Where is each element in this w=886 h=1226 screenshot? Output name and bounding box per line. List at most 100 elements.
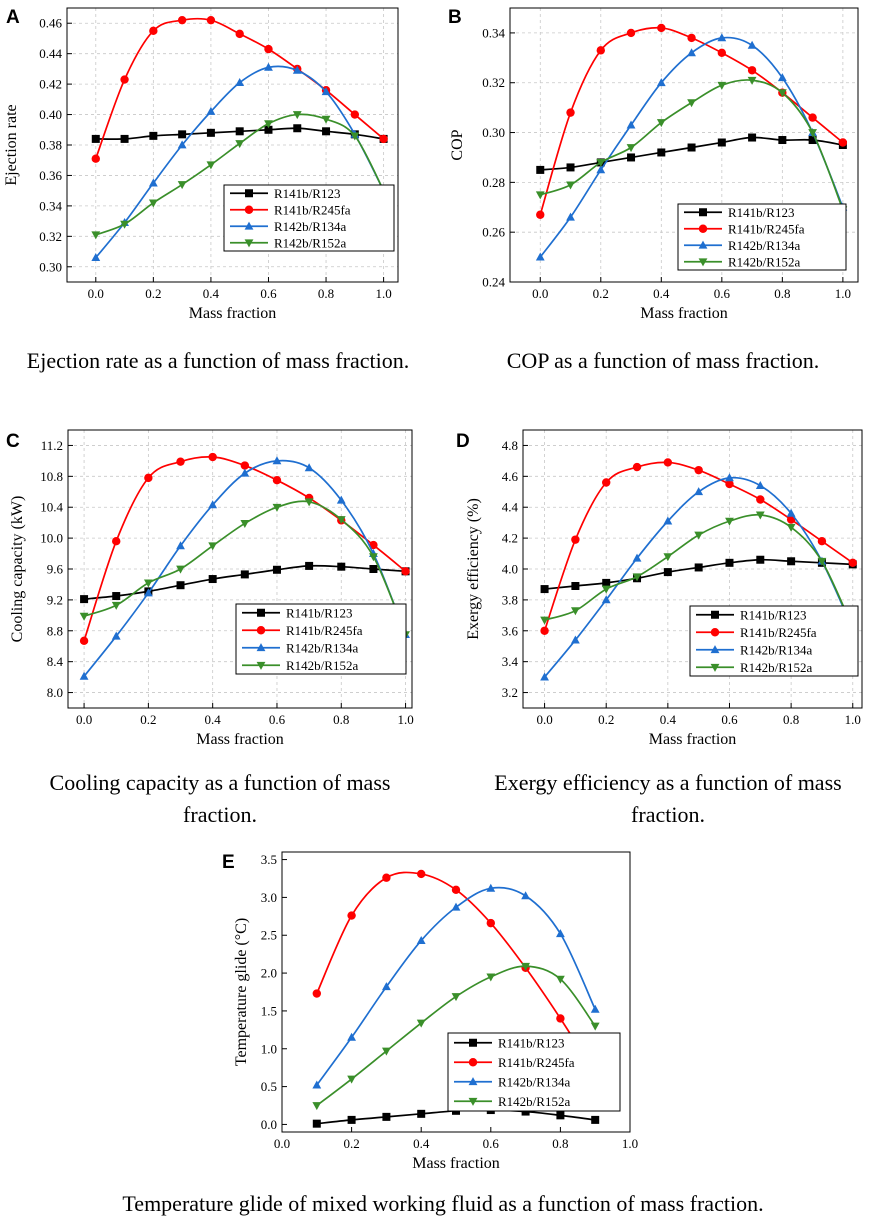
- data-point: [369, 540, 378, 550]
- x-tick-label: 1.0: [835, 286, 851, 301]
- data-point: [112, 537, 121, 546]
- data-point: [486, 918, 495, 928]
- legend-marker: [699, 208, 707, 217]
- series-r142b-r152a: [312, 962, 600, 1111]
- x-axis-label: Mass fraction: [649, 731, 737, 748]
- caption-c: Cooling capacity as a function of mass f…: [49, 770, 391, 827]
- data-point: [272, 565, 281, 574]
- series-r142b-r134a: [312, 883, 600, 1089]
- data-point: [590, 1022, 600, 1031]
- x-tick-label: 0.8: [552, 1136, 568, 1151]
- data-point: [264, 44, 273, 54]
- y-tick-label: 0.5: [261, 1079, 277, 1094]
- y-tick-label: 0.40: [39, 107, 62, 122]
- data-point: [304, 498, 314, 507]
- data-point: [382, 873, 391, 882]
- data-point: [486, 883, 496, 892]
- x-tick-label: 0.8: [318, 286, 334, 301]
- data-point: [602, 478, 611, 487]
- y-tick-label: 0.30: [39, 259, 62, 274]
- data-point: [321, 115, 331, 124]
- legend-marker: [256, 661, 266, 670]
- y-axis-label: Ejection rate: [3, 104, 20, 185]
- x-tick-label: 0.2: [145, 286, 161, 301]
- data-point: [80, 595, 89, 604]
- data-point: [817, 537, 827, 546]
- data-point: [235, 29, 244, 39]
- data-point: [570, 607, 580, 616]
- data-point: [755, 481, 765, 489]
- data-point: [687, 143, 696, 152]
- legend-label: R141b/R123: [728, 205, 794, 220]
- legend-marker: [710, 663, 720, 672]
- legend-label: R142b/R152a: [740, 660, 812, 675]
- data-point: [149, 26, 158, 36]
- data-point: [416, 935, 426, 944]
- data-point: [350, 110, 360, 119]
- data-point: [322, 127, 331, 136]
- data-point: [838, 138, 848, 147]
- data-point: [540, 616, 549, 625]
- data-point: [596, 159, 606, 168]
- data-point: [91, 253, 101, 262]
- data-point: [451, 993, 461, 1002]
- data-point: [369, 553, 378, 562]
- data-point: [79, 612, 89, 621]
- x-axis-label: Mass fraction: [640, 305, 728, 322]
- x-tick-label: 0.2: [343, 1136, 359, 1151]
- data-point: [240, 468, 250, 477]
- data-point: [79, 671, 89, 680]
- data-point: [777, 73, 787, 82]
- x-tick-label: 0.4: [203, 286, 220, 301]
- y-tick-label: 4.0: [502, 562, 518, 577]
- data-point: [626, 28, 636, 38]
- data-point: [417, 869, 426, 879]
- data-point: [627, 153, 636, 162]
- data-point: [694, 531, 704, 540]
- data-point: [264, 120, 273, 129]
- data-point: [755, 511, 765, 520]
- y-axis-label: Temperature glide (°C): [233, 918, 250, 1066]
- data-point: [321, 87, 331, 96]
- data-point: [235, 127, 244, 136]
- data-point: [601, 585, 611, 594]
- data-point: [312, 989, 321, 998]
- data-point: [206, 128, 215, 137]
- data-point: [304, 463, 314, 472]
- y-tick-label: 0.44: [39, 46, 62, 61]
- x-tick-label: 0.6: [714, 286, 731, 301]
- data-point: [305, 561, 314, 570]
- data-point: [535, 252, 545, 261]
- legend-marker: [256, 626, 266, 635]
- data-point: [626, 120, 636, 129]
- data-point: [596, 165, 606, 174]
- y-tick-label: 8.4: [47, 654, 64, 669]
- data-point: [486, 973, 496, 982]
- data-point: [148, 178, 158, 187]
- data-point: [656, 78, 666, 87]
- data-point: [566, 212, 575, 221]
- legend-label: R142b/R152a: [274, 235, 346, 250]
- legend-marker: [698, 258, 708, 267]
- data-point: [206, 15, 216, 25]
- data-point: [556, 1111, 565, 1120]
- y-axis-label: COP: [449, 129, 466, 160]
- data-point: [347, 911, 356, 920]
- legend-marker: [257, 608, 265, 617]
- data-point: [747, 40, 757, 49]
- y-tick-label: 3.8: [502, 592, 518, 607]
- chart-e: E 0.0 0.2 0.4 0.6 0.8 1.0 0.0 0.5 1.0 1.5 2.0 2.5 3.0…: [222, 851, 638, 1172]
- data-point: [687, 33, 696, 43]
- data-point: [566, 108, 575, 117]
- data-point: [178, 130, 187, 139]
- y-tick-label: 3.2: [502, 685, 518, 700]
- x-tick-label: 0.6: [269, 712, 286, 727]
- chart-d: D 0.0 0.2 0.4 0.6 0.8 1.0 3.2 3.4 3.6 3.8 4.0 4.2 4.4…: [456, 429, 863, 748]
- y-tick-label: 11.2: [41, 438, 63, 453]
- legend-label: R142b/R134a: [498, 1074, 570, 1089]
- x-tick-label: 1.0: [622, 1136, 638, 1151]
- y-tick-label: 3.5: [261, 852, 277, 867]
- y-tick-label: 3.4: [502, 654, 519, 669]
- data-point: [656, 119, 666, 128]
